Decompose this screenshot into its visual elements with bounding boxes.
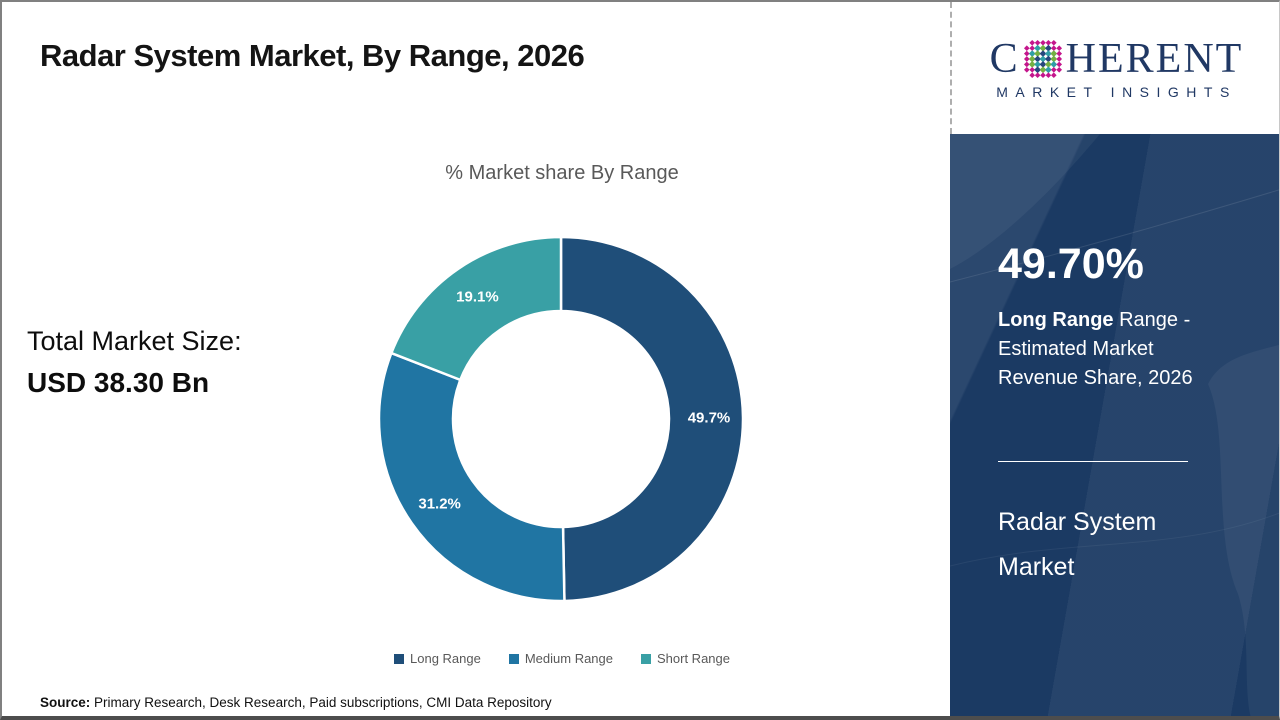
globe-dot: [1029, 66, 1035, 73]
globe-dot: [1044, 49, 1052, 57]
globe-dot: [1056, 55, 1062, 62]
globe-dot: [1050, 66, 1057, 73]
sidebar: 49.70% Long Range Range - Estimated Mark…: [950, 134, 1279, 716]
globe-dot: [1023, 61, 1030, 67]
globe-dot: [1050, 44, 1057, 51]
chart-legend: Long Range Medium Range Short Range: [242, 651, 882, 666]
globe-dot: [1023, 50, 1030, 56]
globe-dot: [1039, 49, 1047, 57]
legend-item: Long Range: [394, 651, 481, 666]
globe-dot: [1033, 44, 1041, 52]
donut-slice-medium-range: [377, 351, 566, 603]
globe-dots-icon: [1023, 39, 1062, 78]
legend-label: Short Range: [657, 651, 730, 666]
globe-dot: [1044, 60, 1052, 68]
globe-dot: [1045, 39, 1051, 46]
globe-dot: [1056, 50, 1062, 56]
legend-item: Short Range: [641, 651, 730, 666]
legend-label: Medium Range: [524, 651, 613, 666]
slice-label: 31.2%: [418, 495, 461, 513]
globe-dot: [1044, 65, 1052, 73]
globe-dot: [1029, 39, 1035, 46]
globe-dot: [1044, 44, 1052, 52]
globe-dot: [1039, 44, 1047, 52]
donut-slice-short-range: [390, 235, 563, 382]
globe-dot: [1056, 66, 1062, 73]
brand-logo: C HERENT: [990, 37, 1244, 81]
globe-dot: [1045, 71, 1051, 78]
globe-dot: [1039, 71, 1046, 78]
world-map-texture: [950, 134, 1279, 716]
globe-dot: [1023, 55, 1030, 62]
source-text: Primary Research, Desk Research, Paid su…: [90, 695, 552, 710]
globe-dot: [1033, 65, 1041, 73]
slice-label: 19.1%: [456, 288, 499, 306]
total-market-size-value: USD 38.30 Bn: [27, 367, 210, 398]
legend-swatch-icon: [394, 653, 404, 664]
legend-swatch-icon: [641, 653, 651, 664]
slice-label: 49.7%: [687, 409, 731, 427]
donut-chart-svg: [377, 235, 745, 603]
globe-dot: [1033, 55, 1041, 62]
globe-dot: [1050, 39, 1057, 46]
globe-dot: [1039, 55, 1047, 62]
globe-dot: [1023, 66, 1030, 73]
chart-title: % Market share By Range: [445, 162, 679, 184]
total-market-size-label: Total Market Size:: [27, 326, 242, 356]
sidebar-divider: [998, 461, 1188, 462]
legend-swatch-icon: [508, 653, 519, 664]
globe-dot: [1039, 39, 1046, 46]
globe-dot: [1039, 60, 1047, 68]
globe-dot: [1023, 44, 1030, 51]
globe-dot: [1044, 55, 1052, 62]
logo-letter-c: C: [989, 35, 1020, 82]
page-title: Radar System Market, By Range, 2026: [40, 38, 585, 73]
globe-dot: [1033, 60, 1041, 68]
donut-chart: [377, 235, 745, 603]
logo-subtitle: MARKET INSIGHTS: [996, 83, 1237, 100]
highlight-stat-value: 49.70%: [998, 240, 1144, 288]
donut-slice-long-range: [559, 235, 745, 603]
stat-desc-rest: Range - Estimated Market Revenue Share, …: [998, 309, 1193, 389]
logo-wordmark: HERENT: [1065, 35, 1244, 82]
globe-dot: [1033, 49, 1041, 57]
legend-label: Long Range: [410, 651, 481, 666]
logo-area: C HERENT MARKET INSIGHTS: [950, 2, 1279, 134]
globe-dot: [1034, 39, 1041, 46]
source-line: Source: Primary Research, Desk Research,…: [40, 695, 552, 710]
globe-dot: [1039, 65, 1047, 73]
legend-item: Medium Range: [508, 651, 613, 666]
globe-dot: [1056, 61, 1062, 67]
globe-dot: [1056, 44, 1062, 51]
highlight-stat-description: Long Range Range - Estimated Market Reve…: [998, 306, 1214, 393]
globe-dot: [1050, 71, 1057, 78]
report-title: Radar System Market: [998, 508, 1157, 581]
globe-dot: [1034, 71, 1041, 78]
source-label: Source:: [40, 695, 91, 710]
stat-segment-name: Long Range: [998, 309, 1114, 331]
total-market-size-block: Total Market Size: USD 38.30 Bn: [27, 326, 242, 399]
globe-dot: [1050, 60, 1057, 68]
globe-dot: [1029, 71, 1035, 78]
globe-dot: [1029, 44, 1035, 51]
